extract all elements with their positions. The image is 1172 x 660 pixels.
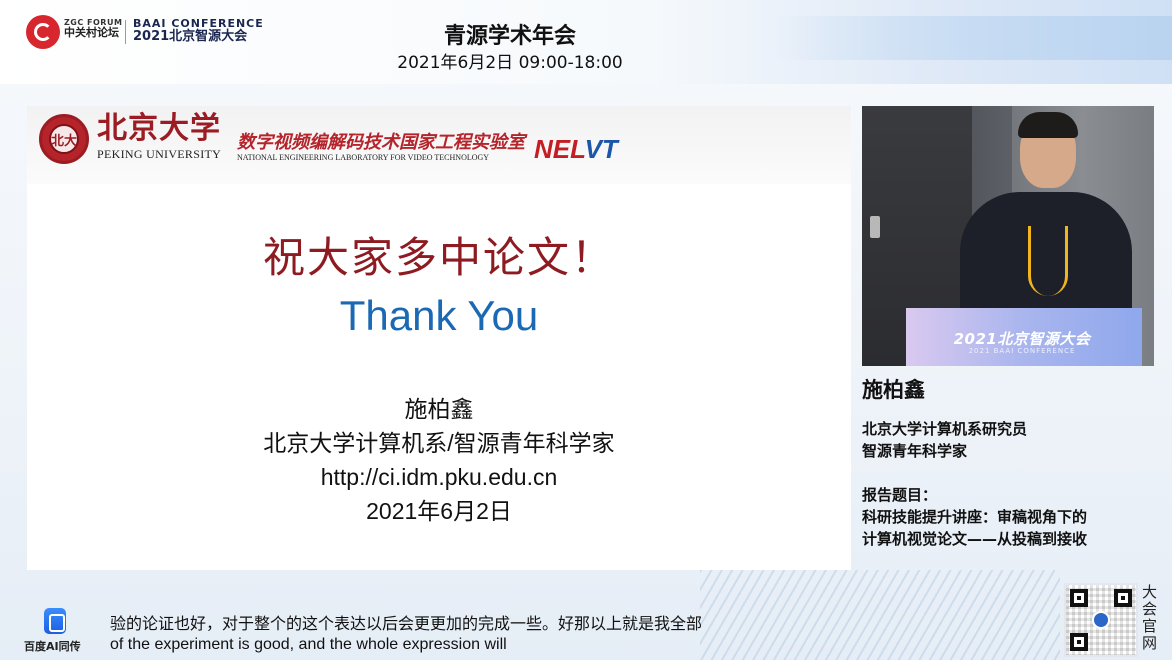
video-door-handle <box>870 216 880 238</box>
zgc-forum-cn: 中关村论坛 <box>64 26 119 40</box>
baai-conference-brand: BAAI CONFERENCE 2021北京智源大会 <box>133 17 264 45</box>
podium-subtext: 2021 BAAI CONFERENCE <box>968 347 1076 355</box>
topic-label: 报告题目： <box>862 486 938 504</box>
slide-date: 2021年6月2日 <box>366 498 512 524</box>
podium-text: 2021北京智源大会 <box>953 330 1091 348</box>
baai-conference-en: BAAI CONFERENCE <box>133 17 264 30</box>
qr-code-icon[interactable] <box>1064 583 1138 657</box>
podium <box>906 308 1142 366</box>
pku-seal-icon: 北大 <box>39 114 89 164</box>
zgc-forum-en: ZGC FORUM <box>64 18 123 27</box>
nelvt-logo: NELVT <box>534 134 618 165</box>
speaker-body <box>960 192 1132 322</box>
bottom-decoration <box>700 570 1060 660</box>
subtitle-english: of the experiment is good, and the whole… <box>110 636 507 653</box>
pku-name: 北京大学 PEKING UNIVERSITY <box>97 111 222 161</box>
logo-divider <box>125 20 126 44</box>
topic-line2: 计算机视觉论文——从投稿到接收 <box>862 530 1088 548</box>
lab-name: 数字视频编解码技术国家工程实验室 NATIONAL ENGINEERING LA… <box>237 134 525 162</box>
baai-conference-cn: 2021北京智源大会 <box>133 29 248 45</box>
slide-presenter-info: 施柏鑫 北京大学计算机系/智源青年科学家 http://ci.idm.pku.e… <box>27 392 851 528</box>
zgc-forum-brand: ZGC FORUM 中关村论坛 <box>64 18 123 40</box>
speaker-video: 2021北京智源大会 2021 BAAI CONFERENCE <box>862 106 1154 366</box>
speaker-lanyard <box>1028 226 1068 296</box>
pku-name-en: PEKING UNIVERSITY <box>97 147 222 161</box>
speaker-title-line1: 北京大学计算机系研究员 <box>862 420 1028 438</box>
topic-line1: 科研技能提升讲座：审稿视角下的 <box>862 508 1088 526</box>
slide-header: 北大 北京大学 PEKING UNIVERSITY 数字视频编解码技术国家工程实… <box>27 106 851 184</box>
top-banner <box>0 0 1172 84</box>
slide-website: http://ci.idm.pku.edu.cn <box>320 464 558 490</box>
baidu-ai-translate-icon <box>44 608 66 634</box>
baidu-ai-translate-label: 百度AI同传 <box>24 640 81 653</box>
slide-thanks: Thank You <box>339 292 539 339</box>
speaker-hair <box>1018 112 1078 138</box>
speaker-name: 施柏鑫 <box>862 378 925 402</box>
qr-caption: 大会官网 <box>1142 583 1158 652</box>
speaker-title-line2: 智源青年科学家 <box>862 442 968 460</box>
lab-name-cn: 数字视频编解码技术国家工程实验室 <box>237 132 525 153</box>
slide-presenter-name: 施柏鑫 <box>404 396 474 422</box>
banner-glow <box>772 16 1172 60</box>
event-time: 2021年6月2日 09:00-18:00 <box>397 53 623 73</box>
speaker-title: 北京大学计算机系研究员 智源青年科学家 <box>862 418 1027 462</box>
zgc-forum-logo-icon <box>26 15 60 49</box>
lab-name-en: NATIONAL ENGINEERING LABORATORY FOR VIDE… <box>237 153 490 162</box>
event-title: 青源学术年会 <box>443 24 576 49</box>
slide-wish: 祝大家多中论文！ <box>262 233 615 282</box>
slide-affiliation: 北京大学计算机系/智源青年科学家 <box>263 430 615 456</box>
pku-name-cn: 北京大学 <box>97 111 221 146</box>
nelvt-logo-part2: VT <box>584 134 618 164</box>
nelvt-logo-part1: NEL <box>534 134 585 164</box>
topic-text: 科研技能提升讲座：审稿视角下的 计算机视觉论文——从投稿到接收 <box>862 506 1162 550</box>
subtitle-chinese: 验的论证也好，对于整个的这个表达以后会更更加的完成一些。好那以上就是我全部 <box>110 614 703 633</box>
presentation-slide: 北大 北京大学 PEKING UNIVERSITY 数字视频编解码技术国家工程实… <box>27 106 851 570</box>
